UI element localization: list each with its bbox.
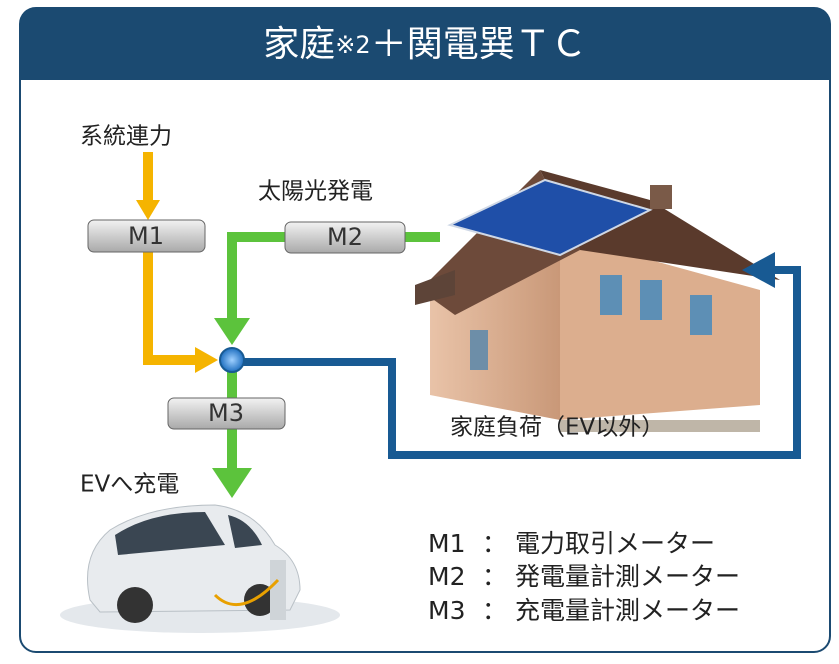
meter: M3 <box>168 398 285 429</box>
meter: M1 <box>88 220 205 252</box>
legend-sep: ： <box>482 596 507 625</box>
title-note: ※2 <box>335 31 370 59</box>
ev-label: EVへ充電 <box>80 472 179 498</box>
legend-key: M2 <box>428 562 465 591</box>
grid-label: 系統連力 <box>80 124 172 150</box>
diagram: 家庭※2＋関電巽ＴＣ M1 M2 M3 <box>0 0 839 660</box>
legend-text: 充電量計測メーター <box>515 596 740 625</box>
meter-label: M2 <box>327 223 363 251</box>
title-main: 家庭 <box>263 24 335 65</box>
title-rest: ＋関電巽ＴＣ <box>371 24 587 65</box>
legend-sep: ： <box>482 529 507 558</box>
meter-label: M1 <box>128 222 164 250</box>
legend-text: 電力取引メーター <box>515 529 715 558</box>
solar-label: 太陽光発電 <box>258 179 373 205</box>
page: {"header": {"title": "家庭", "title_note":… <box>0 0 839 660</box>
meter-label: M3 <box>208 399 244 427</box>
meter: M2 <box>285 222 405 253</box>
title: 家庭※2＋関電巽ＴＣ <box>263 24 586 65</box>
legend-key: M3 <box>428 596 465 625</box>
legend-sep: ： <box>482 562 507 591</box>
load-label: 家庭負荷（EV以外） <box>450 415 664 441</box>
junction <box>220 348 244 372</box>
legend-key: M1 <box>428 529 465 558</box>
legend-text: 発電量計測メーター <box>515 562 740 591</box>
